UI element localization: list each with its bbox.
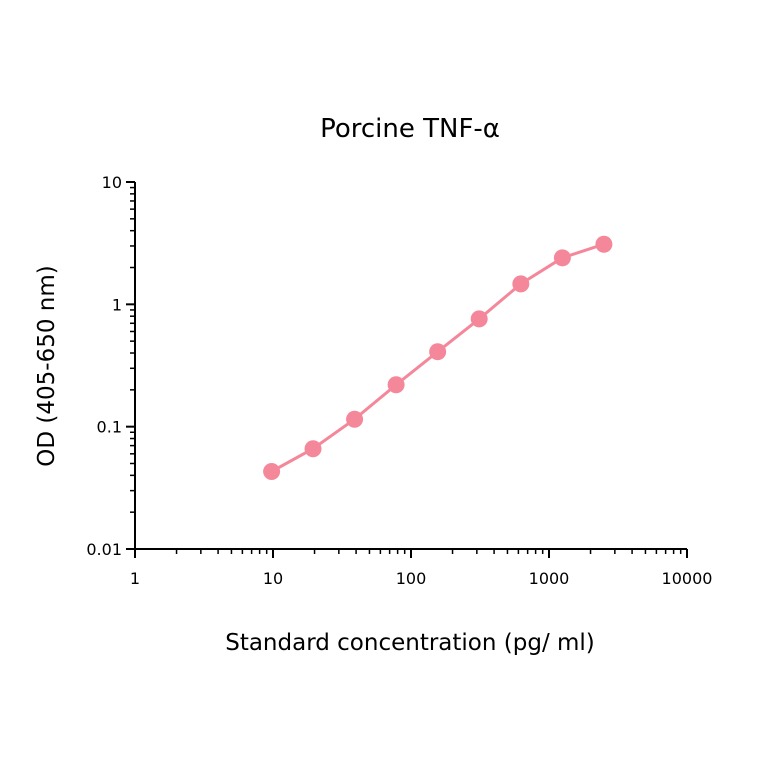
data-point <box>429 343 447 361</box>
chart-title: Porcine TNF-α <box>320 114 500 144</box>
y-tick-label: 0.01 <box>86 540 122 559</box>
data-point <box>263 463 281 481</box>
x-tick-label: 100 <box>396 569 427 588</box>
series-layer <box>263 235 613 481</box>
data-point <box>595 235 613 253</box>
y-axis-label: OD (405-650 nm) <box>34 265 60 466</box>
y-tick-label: 1 <box>112 295 122 314</box>
data-point <box>512 275 530 293</box>
data-point <box>470 310 488 328</box>
x-axis-label: Standard concentration (pg/ ml) <box>225 630 595 656</box>
x-tick-label: 1 <box>130 569 140 588</box>
x-tick-label: 10000 <box>662 569 713 588</box>
ticks: 1 10 100 1000 10000 0.01 0.1 1 10 <box>86 173 712 588</box>
y-tick-label: 10 <box>102 173 122 192</box>
x-tick-label: 1000 <box>529 569 570 588</box>
x-tick-label: 10 <box>263 569 283 588</box>
data-point <box>346 410 364 428</box>
data-point <box>304 440 322 458</box>
y-tick-label: 0.1 <box>97 418 122 437</box>
data-point <box>553 249 571 267</box>
data-point <box>387 376 405 394</box>
